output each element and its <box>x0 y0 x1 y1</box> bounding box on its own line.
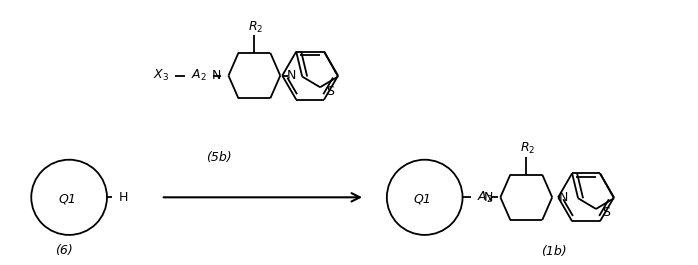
Text: S: S <box>602 206 610 219</box>
Text: (6): (6) <box>55 244 73 257</box>
Text: (5b): (5b) <box>206 151 231 164</box>
Text: N: N <box>559 191 569 204</box>
Text: $R_2$: $R_2$ <box>248 20 263 35</box>
Text: N: N <box>484 191 493 204</box>
Text: Q1: Q1 <box>414 193 431 206</box>
Text: H: H <box>119 191 128 204</box>
Text: $A_2$: $A_2$ <box>191 68 207 83</box>
Text: Q1: Q1 <box>58 193 76 206</box>
Text: N: N <box>288 69 297 82</box>
Text: (1b): (1b) <box>542 245 567 258</box>
Text: $R_2$: $R_2$ <box>519 141 535 156</box>
Text: S: S <box>326 85 334 98</box>
Text: $A_2$: $A_2$ <box>477 190 492 205</box>
Text: $X_3$: $X_3$ <box>153 68 169 83</box>
Text: N: N <box>212 69 221 82</box>
